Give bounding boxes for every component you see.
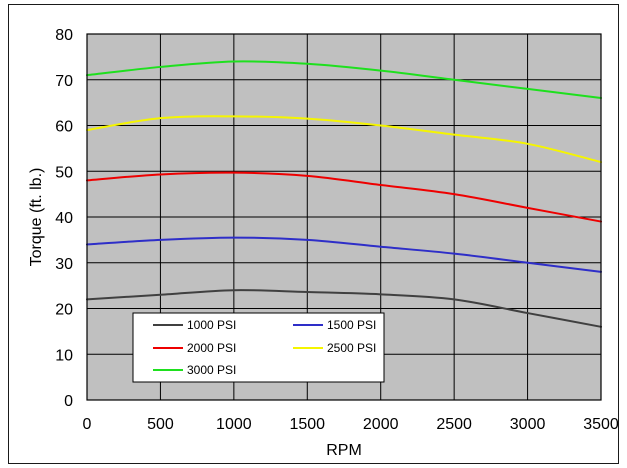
x-tick-label: 2000: [363, 416, 399, 433]
y-tick-label: 50: [55, 164, 73, 181]
series-line-1000-psi: [86, 289, 602, 328]
x-axis-label: RPM: [326, 442, 362, 459]
x-tick-label: 3000: [510, 416, 546, 433]
y-tick-label: 30: [55, 256, 73, 273]
legend-label: 3000 PSI: [187, 363, 236, 377]
x-tick-label: 500: [147, 416, 174, 433]
series-layer: [86, 60, 602, 328]
y-tick-label: 70: [55, 73, 73, 90]
x-tick-label: 1000: [216, 416, 252, 433]
x-tick-label: 2500: [436, 416, 472, 433]
x-tick-label: 3500: [583, 416, 619, 433]
x-tick-label: 1500: [289, 416, 325, 433]
y-tick-label: 80: [55, 27, 73, 44]
y-tick-label: 20: [55, 302, 73, 319]
y-tick-label: 60: [55, 119, 73, 136]
y-axis-ticks: 0 10 20 30 40 50 60 70 80: [55, 27, 73, 410]
x-axis-ticks: 0 500 1000 1500 2000 2500 3000 3500: [83, 416, 619, 433]
y-axis-label: Torque (ft. lb.): [28, 168, 45, 267]
y-tick-label: 0: [64, 393, 73, 410]
x-tick-label: 0: [83, 416, 92, 433]
legend: 1000 PSI 1500 PSI 2000 PSI 2500 PSI 3000 PSI: [132, 312, 385, 383]
legend-label: 2000 PSI: [187, 341, 236, 355]
series-line-2500-psi: [86, 115, 602, 164]
y-tick-label: 40: [55, 210, 73, 227]
legend-label: 1500 PSI: [327, 318, 376, 332]
series-line-3000-psi: [86, 60, 602, 100]
y-tick-label: 10: [55, 347, 73, 364]
series-line-2000-psi: [86, 171, 602, 223]
series-line-1500-psi: [86, 236, 602, 273]
legend-label: 2500 PSI: [327, 341, 376, 355]
legend-label: 1000 PSI: [187, 318, 236, 332]
plot-border: [86, 33, 602, 401]
